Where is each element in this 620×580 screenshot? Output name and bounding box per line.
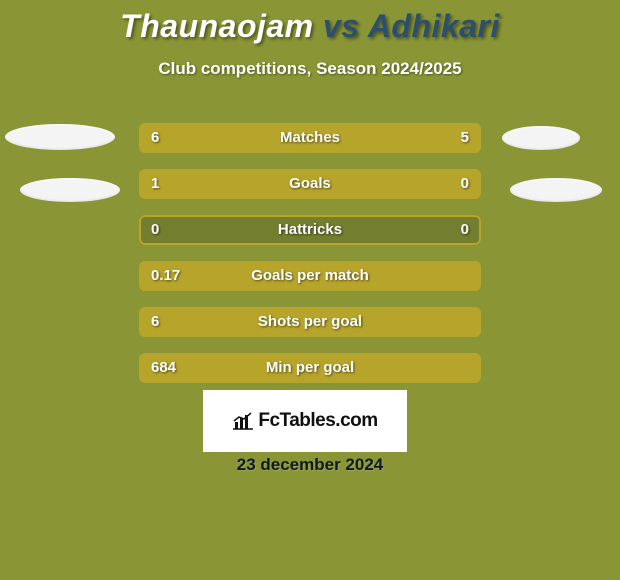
- stat-label: Shots per goal: [139, 307, 481, 337]
- comparison-card: Thaunaojam vs Adhikari Club competitions…: [0, 0, 620, 580]
- stat-label: Goals: [139, 169, 481, 199]
- stat-row: 1Goals0: [139, 169, 481, 199]
- stat-label: Hattricks: [139, 215, 481, 245]
- stat-row: 6Matches5: [139, 123, 481, 153]
- stat-row: 6Shots per goal: [139, 307, 481, 337]
- stat-value-right: 5: [461, 123, 469, 153]
- stat-label: Goals per match: [139, 261, 481, 291]
- stat-value-right: 0: [461, 215, 469, 245]
- logo-text: FcTables.com: [258, 410, 377, 432]
- stat-rows: 6Matches51Goals00Hattricks00.17Goals per…: [139, 123, 481, 399]
- logo-box: FcTables.com: [203, 390, 407, 452]
- date-label: 23 december 2024: [0, 455, 620, 475]
- page-title: Thaunaojam vs Adhikari: [0, 0, 620, 45]
- logo-icon: [232, 412, 254, 435]
- stat-label: Matches: [139, 123, 481, 153]
- title-vs: vs: [314, 8, 368, 44]
- placeholder-ellipse: [20, 178, 120, 202]
- title-player-right: Adhikari: [368, 8, 500, 44]
- stat-row: 0.17Goals per match: [139, 261, 481, 291]
- stat-label: Min per goal: [139, 353, 481, 383]
- placeholder-ellipse: [5, 124, 115, 150]
- placeholder-ellipse: [510, 178, 602, 202]
- title-player-left: Thaunaojam: [120, 8, 313, 44]
- stat-row: 0Hattricks0: [139, 215, 481, 245]
- subtitle: Club competitions, Season 2024/2025: [0, 59, 620, 79]
- stat-value-right: 0: [461, 169, 469, 199]
- stat-row: 684Min per goal: [139, 353, 481, 383]
- placeholder-ellipse: [502, 126, 580, 150]
